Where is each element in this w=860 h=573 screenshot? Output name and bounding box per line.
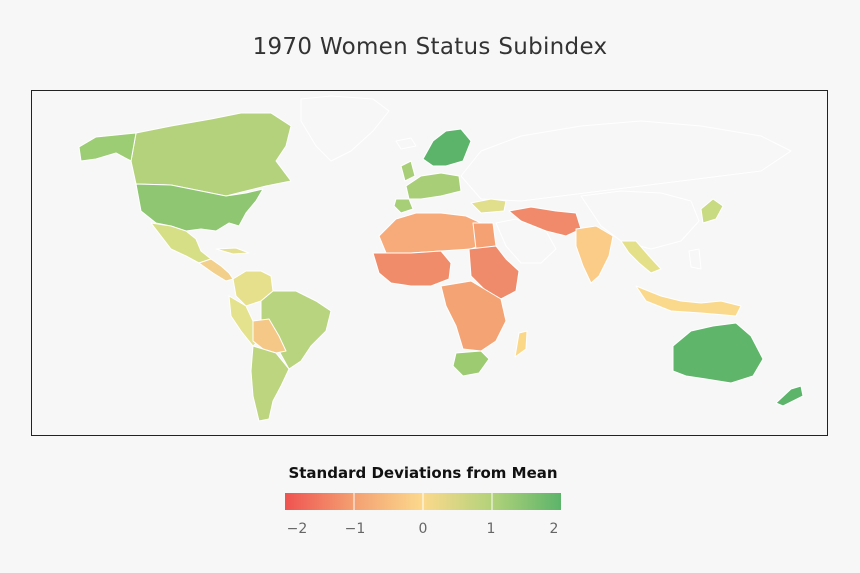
region-central-africa[interactable] <box>440 280 507 352</box>
region-alaska[interactable] <box>78 132 137 162</box>
region-greenland[interactable] <box>300 95 390 162</box>
legend-title: Standard Deviations from Mean <box>288 464 558 482</box>
region-iberia[interactable] <box>393 198 414 214</box>
region-south-africa[interactable] <box>452 350 490 377</box>
region-russia[interactable] <box>460 120 792 202</box>
region-australia[interactable] <box>672 322 764 384</box>
region-western-europe[interactable] <box>405 172 462 200</box>
region-cuba[interactable] <box>215 247 250 255</box>
region-argentina[interactable] <box>250 345 290 422</box>
region-uk[interactable] <box>400 160 416 182</box>
legend-tick-minus-1: −1 <box>344 521 366 537</box>
region-india[interactable] <box>575 225 614 284</box>
region-japan[interactable] <box>700 198 724 224</box>
region-egypt[interactable] <box>472 222 497 250</box>
region-west-africa[interactable] <box>372 250 452 287</box>
legend-tick-1: 1 <box>486 521 496 537</box>
map-title: 1970 Women Status Subindex <box>252 34 608 60</box>
region-madagascar[interactable] <box>514 330 528 358</box>
legend-tick-2: 2 <box>549 521 559 537</box>
region-canada[interactable] <box>130 112 292 197</box>
legend-tick-0: 0 <box>418 521 428 537</box>
region-china[interactable] <box>580 190 700 250</box>
legend-color-scale <box>285 493 561 510</box>
legend-tick-minus-2: −2 <box>286 521 308 537</box>
region-indonesia[interactable] <box>635 285 742 317</box>
world-map-canvas <box>78 95 804 422</box>
region-scandinavia[interactable] <box>422 128 472 167</box>
region-southeast-asia[interactable] <box>620 240 662 274</box>
world-map <box>31 90 828 436</box>
region-iceland[interactable] <box>395 137 417 150</box>
region-bolivia[interactable] <box>252 318 287 354</box>
region-central-america[interactable] <box>198 258 234 282</box>
region-new-zealand[interactable] <box>775 385 804 407</box>
region-philippines[interactable] <box>688 248 702 270</box>
region-turkey[interactable] <box>470 198 507 214</box>
region-sudan[interactable] <box>468 245 520 300</box>
